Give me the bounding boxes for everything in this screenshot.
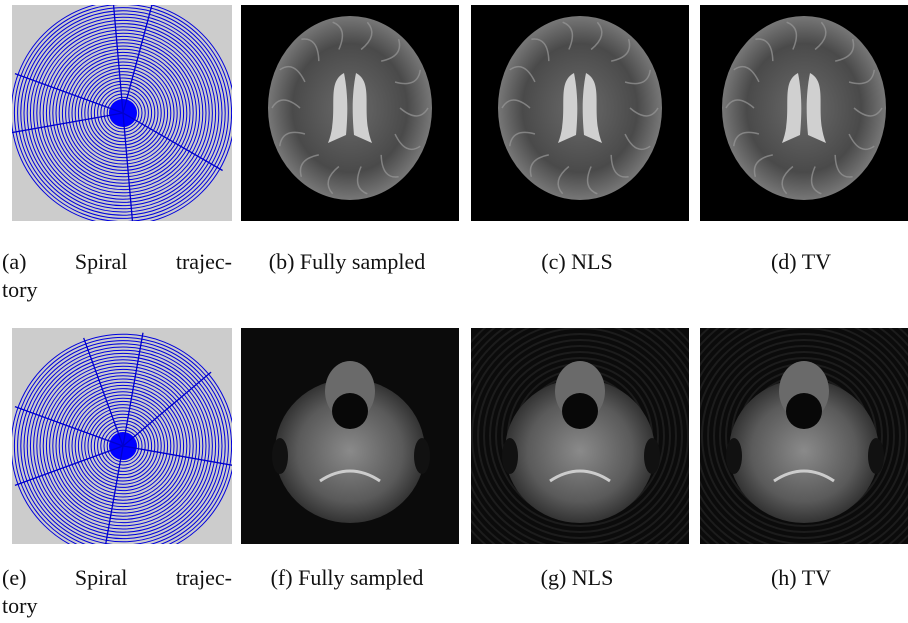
trajectory-image xyxy=(12,5,232,221)
caption: (c) NLS xyxy=(465,248,689,276)
caption-line: (d) TV xyxy=(694,248,908,276)
figure-page: {"figure": {"rows": [ {"panels": [ {"cap… xyxy=(0,0,908,623)
mri-image xyxy=(241,5,459,221)
mri-image xyxy=(700,328,908,544)
mri-image xyxy=(241,328,459,544)
caption-line: (c) NLS xyxy=(465,248,689,276)
caption-line: (g) NLS xyxy=(465,564,689,592)
caption-line: tory xyxy=(2,592,232,620)
caption-line: (h) TV xyxy=(694,564,908,592)
caption: (b) Fully sampled xyxy=(235,248,459,276)
caption-line: (b) Fully sampled xyxy=(235,248,459,276)
caption-line: (f) Fully sampled xyxy=(235,564,459,592)
trajectory-image xyxy=(12,328,232,544)
mri-image xyxy=(471,328,689,544)
mri-image xyxy=(471,5,689,221)
caption: (h) TV xyxy=(694,564,908,592)
caption: (f) Fully sampled xyxy=(235,564,459,592)
caption: (a) Spiral trajec-tory xyxy=(2,248,232,304)
caption: (d) TV xyxy=(694,248,908,276)
caption: (e) Spiral trajec-tory xyxy=(2,564,232,620)
caption: (g) NLS xyxy=(465,564,689,592)
caption-line: (e) Spiral trajec- xyxy=(2,564,232,592)
caption-line: (a) Spiral trajec- xyxy=(2,248,232,276)
caption-line: tory xyxy=(2,276,232,304)
mri-image xyxy=(700,5,908,221)
